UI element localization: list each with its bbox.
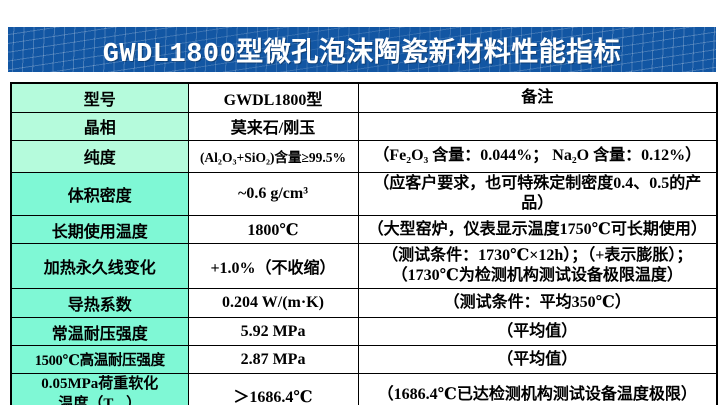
table-row: 常温耐压强度 5.92 MPa （平均值） xyxy=(10,317,718,347)
property-cell: 长期使用温度 xyxy=(10,215,189,245)
spec-table-body: 型号 GWDL1800型 备注 晶相 莫来石/刚玉 纯度 (Al₂O₃+SiO₂… xyxy=(10,82,718,405)
remark-cell: （1686.4℃已达检测机构测试设备温度极限） xyxy=(357,373,718,405)
property-cell: 1500℃高温耐压强度 xyxy=(10,345,189,375)
property-cell: 体积密度 xyxy=(10,171,189,217)
spec-table: 型号 GWDL1800型 备注 晶相 莫来石/刚玉 纯度 (Al₂O₃+SiO₂… xyxy=(10,82,718,405)
value-cell: 2.87 MPa xyxy=(187,345,359,375)
table-row: 1500℃高温耐压强度 2.87 MPa （平均值） xyxy=(10,345,718,375)
property-cell: 纯度 xyxy=(10,139,189,173)
remark-cell xyxy=(357,111,718,141)
property-cell: 0.05MPa荷重软化 温度（T₀.₅） xyxy=(10,373,189,405)
table-row: 型号 GWDL1800型 备注 xyxy=(10,82,718,113)
table-row: 晶相 莫来石/刚玉 xyxy=(10,111,718,141)
value-cell: +1.0%（不收缩） xyxy=(187,243,359,290)
remark-cell: （测试条件：平均350℃） xyxy=(357,288,718,319)
title-banner: GWDL1800型微孔泡沫陶瓷新材料性能指标 xyxy=(8,27,716,72)
value-cell: (Al₂O₃+SiO₂)含量≥99.5% xyxy=(187,139,359,173)
table-row: 纯度 (Al₂O₃+SiO₂)含量≥99.5% （Fe₂O₃ 含量：0.044%… xyxy=(10,139,718,173)
remark-cell: （大型窑炉，仪表显示温度1750℃可长期使用） xyxy=(357,215,718,245)
value-cell: 莫来石/刚玉 xyxy=(187,111,359,141)
value-cell: 1800℃ xyxy=(187,215,359,245)
property-cell: 型号 xyxy=(10,82,189,113)
property-cell: 晶相 xyxy=(10,111,189,141)
property-cell: 加热永久线变化 xyxy=(10,243,189,290)
remark-cell: （平均值） xyxy=(357,345,718,375)
value-cell: 0.204 W/(m·K) xyxy=(187,288,359,319)
remark-cell: 备注 xyxy=(357,82,718,113)
remark-cell: （Fe₂O₃ 含量：0.044%； Na₂O 含量：0.12%） xyxy=(357,139,718,173)
property-cell: 导热系数 xyxy=(10,288,189,319)
value-cell: 5.92 MPa xyxy=(187,317,359,347)
table-row: 体积密度 ~0.6 g/cm³ （应客户要求，也可特殊定制密度0.4、0.5的产… xyxy=(10,171,718,217)
table-row: 加热永久线变化 +1.0%（不收缩） （测试条件：1730℃×12h）；（+表示… xyxy=(10,243,718,290)
value-cell: ＞1686.4℃ xyxy=(187,373,359,405)
banner-mesh-dim xyxy=(8,27,716,72)
table-row: 长期使用温度 1800℃ （大型窑炉，仪表显示温度1750℃可长期使用） xyxy=(10,215,718,245)
table-row: 导热系数 0.204 W/(m·K) （测试条件：平均350℃） xyxy=(10,288,718,319)
remark-cell: （应客户要求，也可特殊定制密度0.4、0.5的产品） xyxy=(357,171,718,217)
value-cell: GWDL1800型 xyxy=(187,82,359,113)
table-row: 0.05MPa荷重软化 温度（T₀.₅） ＞1686.4℃ （1686.4℃已达… xyxy=(10,373,718,405)
remark-cell: （平均值） xyxy=(357,317,718,347)
page-title: GWDL1800型微孔泡沫陶瓷新材料性能指标 xyxy=(102,39,622,70)
property-cell: 常温耐压强度 xyxy=(10,317,189,347)
value-cell: ~0.6 g/cm³ xyxy=(187,171,359,217)
remark-cell: （测试条件：1730℃×12h）；（+表示膨胀）； （1730℃为检测机构测试设… xyxy=(357,243,718,290)
